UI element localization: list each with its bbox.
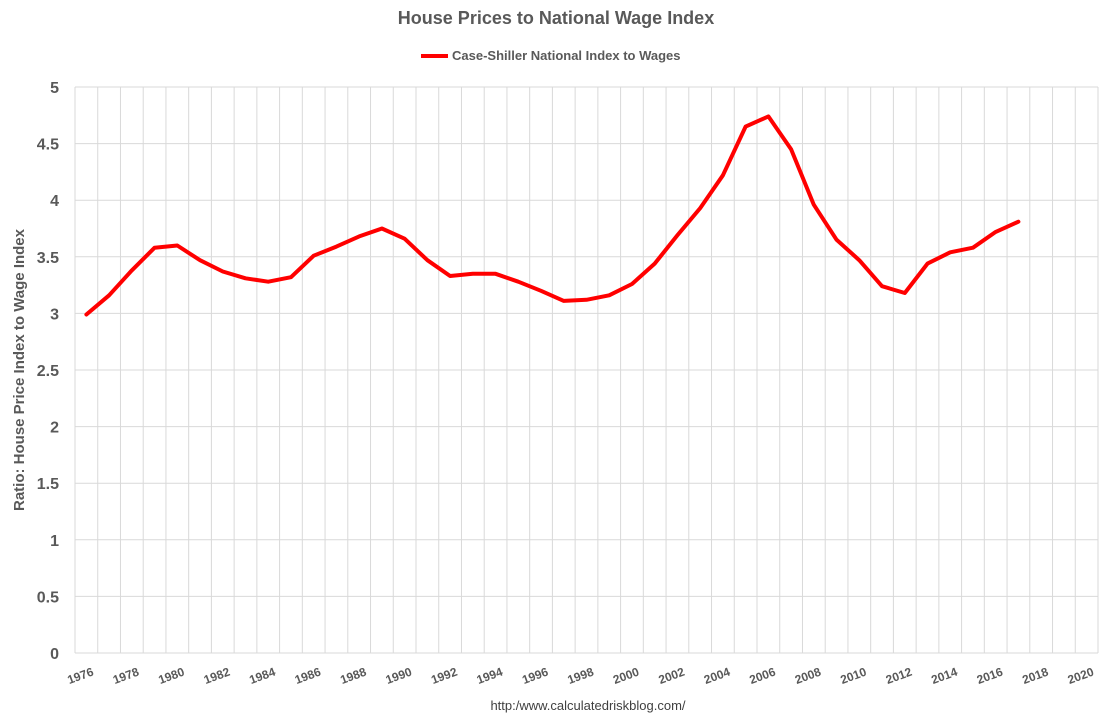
data-point [607, 293, 611, 297]
x-tick-label: 2016 [975, 665, 1005, 687]
data-point [744, 125, 748, 129]
data-point [471, 272, 475, 276]
data-point [312, 254, 316, 258]
data-point [266, 280, 270, 284]
series-line [84, 114, 1021, 317]
data-point [766, 114, 770, 118]
data-point [244, 276, 247, 280]
data-point [130, 268, 134, 272]
source-note: http:/www.calculatedriskblog.com/ [490, 698, 685, 713]
data-point [903, 291, 907, 295]
y-tick-label: 4 [50, 193, 59, 210]
data-point [789, 147, 793, 151]
data-point [675, 233, 679, 237]
x-tick-label: 1984 [247, 665, 277, 687]
x-tick-label: 1988 [338, 665, 368, 687]
x-tick-label: 1998 [566, 665, 596, 687]
data-point [494, 272, 498, 276]
data-point [539, 289, 543, 293]
x-tick-label: 2004 [702, 665, 732, 687]
data-point [175, 243, 179, 247]
x-tick-label: 2010 [838, 665, 868, 687]
y-tick-label: 3 [50, 306, 59, 323]
data-point [698, 206, 702, 210]
gridlines [74, 86, 1099, 654]
x-tick-label: 1996 [520, 665, 550, 687]
data-point [653, 262, 657, 266]
data-point [153, 246, 157, 250]
data-point [880, 284, 884, 288]
data-point [221, 270, 225, 274]
x-tick-label: 2006 [748, 665, 778, 687]
x-tick-label: 1976 [66, 665, 96, 687]
y-tick-label: 1.5 [37, 476, 59, 493]
data-point [1016, 220, 1020, 224]
legend-label: Case-Shiller National Index to Wages [452, 48, 681, 63]
data-point [971, 246, 975, 250]
data-point [516, 280, 520, 284]
y-tick-label: 2 [50, 420, 59, 437]
y-axis-label: Ratio: House Price Index to Wage Index [11, 228, 28, 511]
data-point [562, 299, 566, 303]
x-tick-labels: 1976 1978 1980 1982 1984 1986 1988 1990 1992 1994… [66, 665, 1096, 687]
x-tick-label: 2012 [884, 665, 914, 687]
data-point [357, 234, 361, 238]
data-point [403, 237, 407, 241]
data-point [289, 275, 293, 279]
x-tick-label: 2018 [1020, 665, 1050, 687]
x-tick-label: 2020 [1066, 665, 1096, 687]
data-point [926, 262, 929, 266]
data-point [721, 173, 725, 177]
y-tick-label: 5 [50, 80, 59, 97]
data-point [630, 282, 634, 286]
x-tick-label: 1992 [429, 665, 459, 687]
data-point [857, 258, 861, 262]
x-tick-label: 2000 [611, 665, 641, 687]
data-point [107, 293, 111, 297]
x-tick-label: 1982 [202, 665, 232, 687]
chart-title: House Prices to National Wage Index [398, 8, 714, 28]
y-tick-label: 2.5 [37, 363, 59, 380]
legend: Case-Shiller National Index to Wages [421, 48, 681, 63]
y-tick-label: 3.5 [37, 250, 59, 267]
series-layer [84, 114, 1021, 317]
x-tick-label: 1994 [475, 665, 505, 687]
y-tick-label: 1 [50, 533, 59, 550]
y-tick-label: 0 [50, 646, 59, 663]
x-tick-label: 1990 [384, 665, 414, 687]
data-point [425, 258, 429, 262]
data-point [994, 230, 998, 234]
x-tick-label: 1980 [156, 665, 186, 687]
data-point [812, 203, 816, 207]
x-tick-label: 1986 [293, 665, 323, 687]
x-tick-label: 2008 [793, 665, 823, 687]
x-tick-label: 2014 [929, 665, 959, 687]
data-point [380, 227, 384, 230]
y-tick-label: 4.5 [37, 137, 59, 154]
data-point [198, 258, 202, 262]
data-point [334, 245, 338, 249]
y-tick-labels: 0 0.5 1 1.5 2 2.5 3 3.5 4 4.5 5 [37, 80, 59, 663]
x-tick-label: 1978 [111, 665, 141, 687]
data-point [835, 238, 839, 242]
data-point [448, 274, 452, 278]
y-tick-label: 0.5 [37, 589, 59, 606]
data-point [84, 313, 88, 317]
data-point [948, 250, 952, 254]
data-point [585, 298, 588, 302]
x-tick-label: 2002 [657, 665, 687, 687]
